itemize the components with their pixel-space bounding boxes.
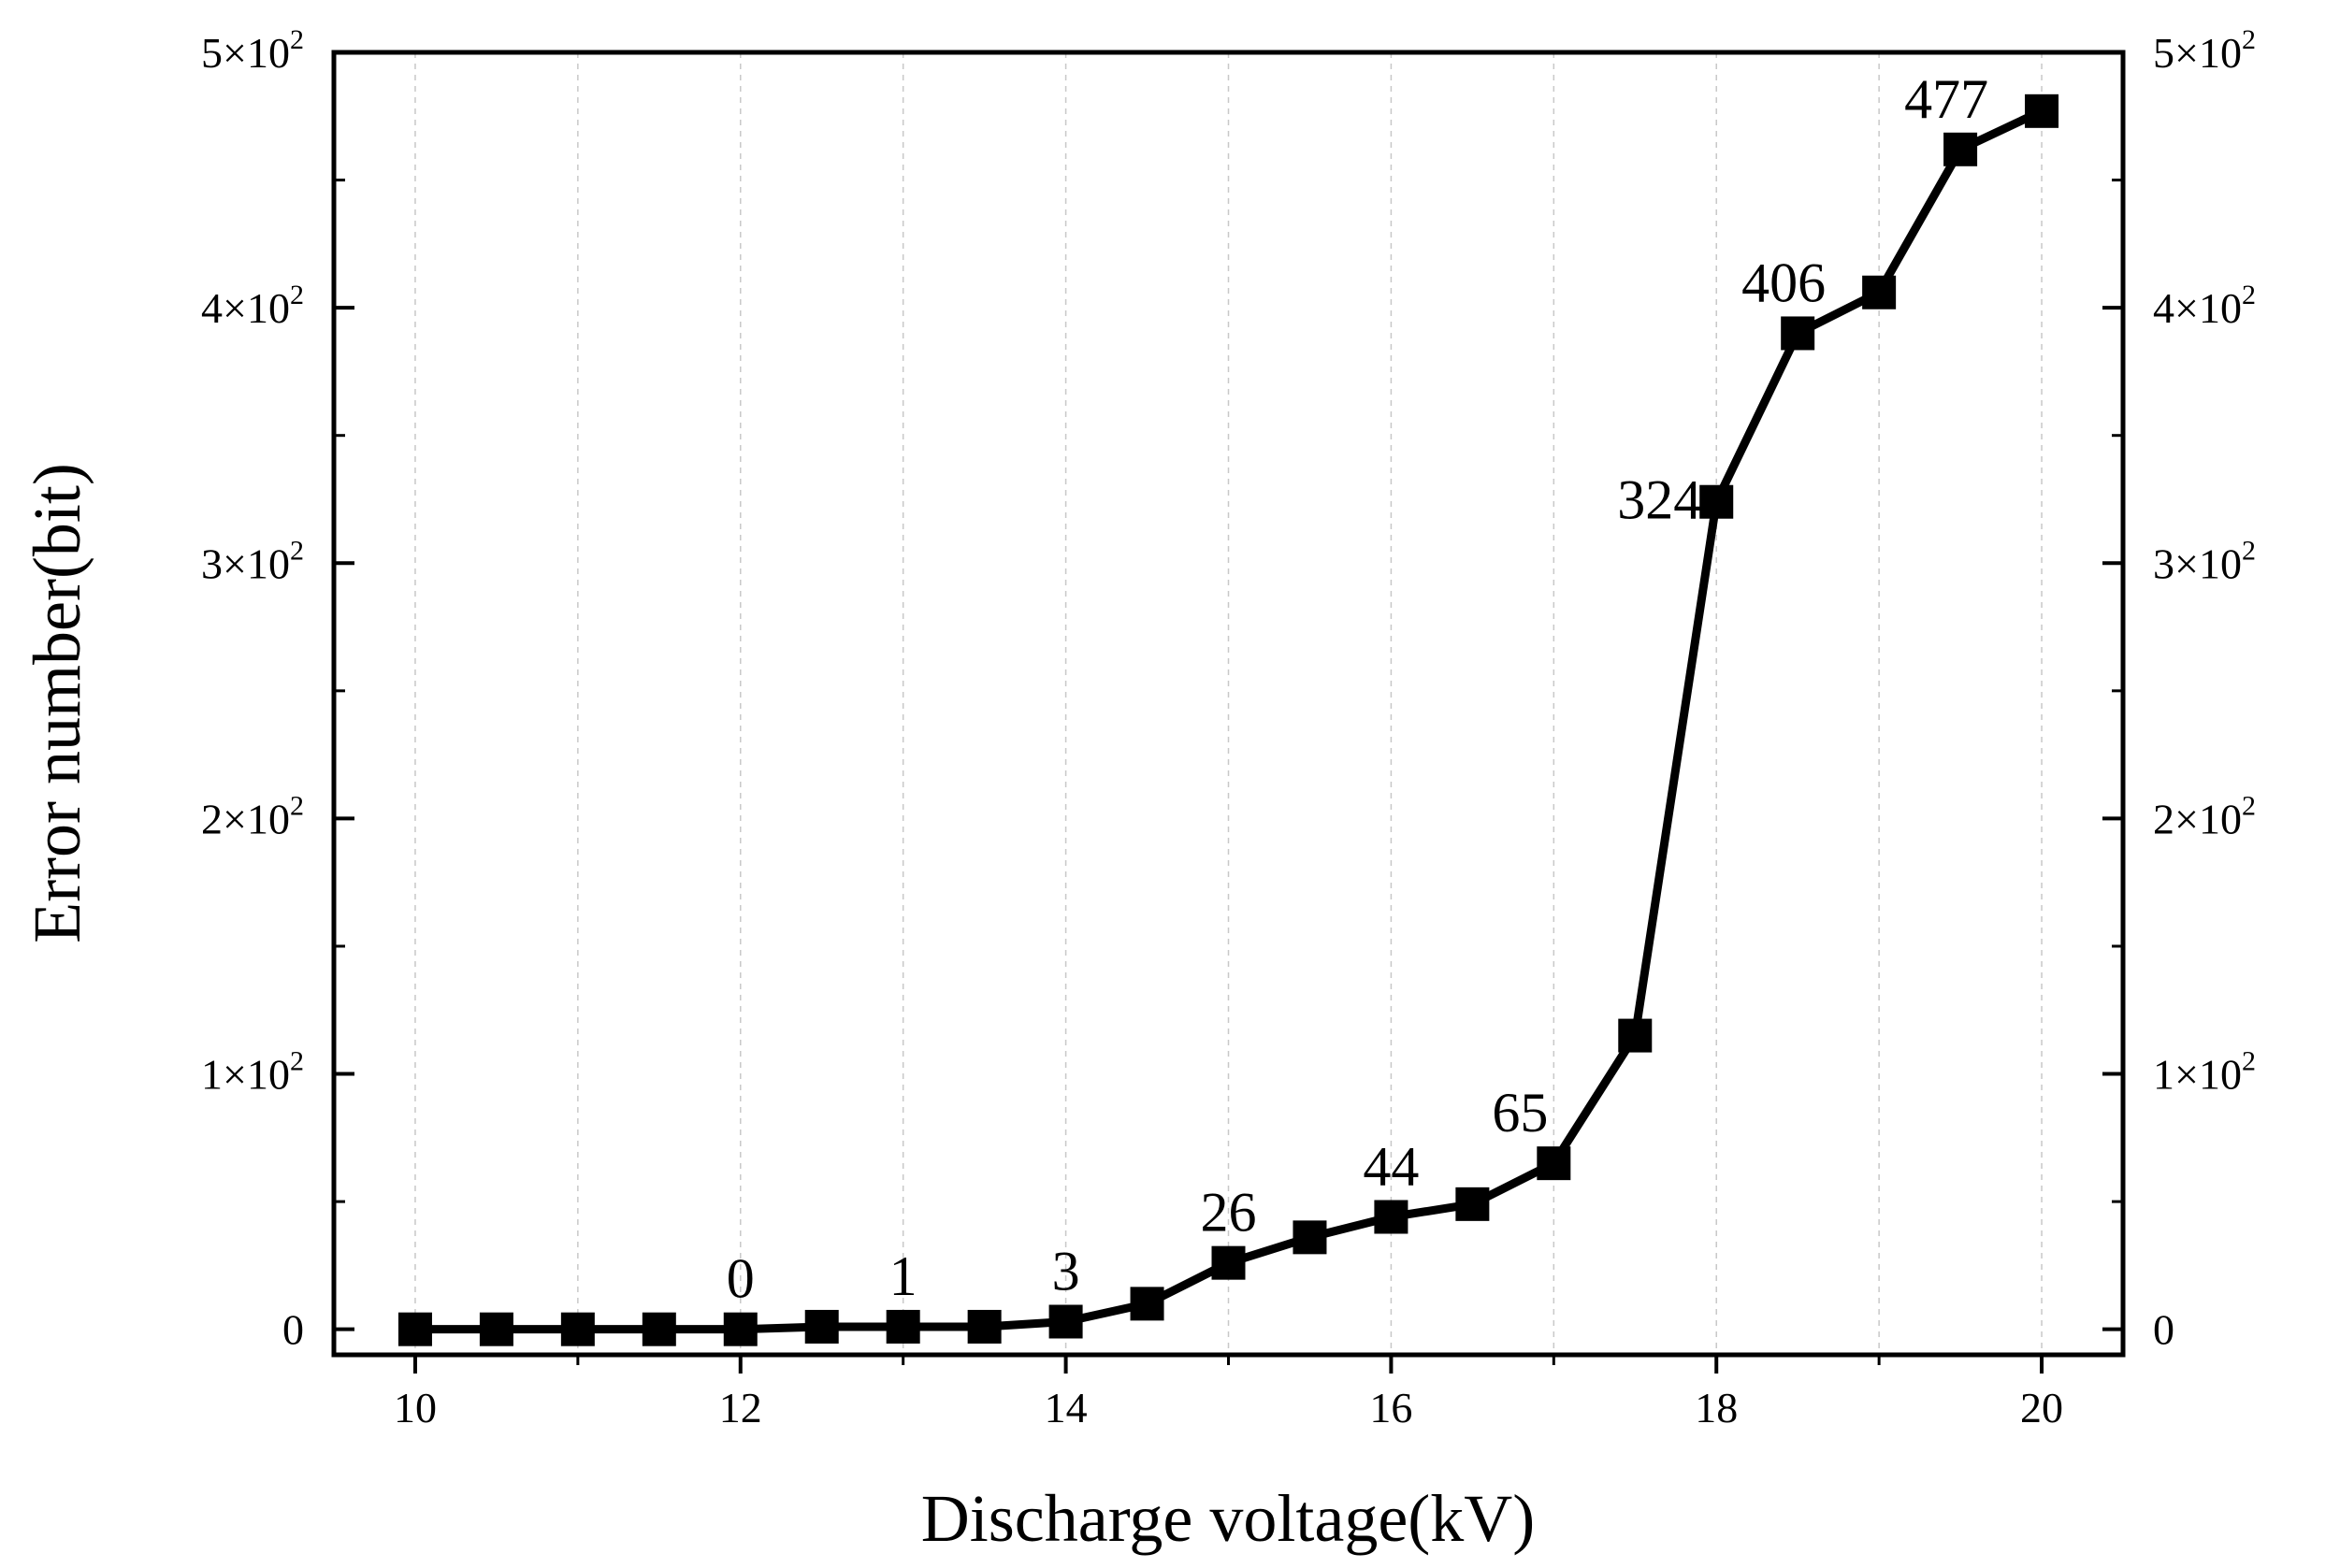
x-tick-label: 18 [1695,1384,1738,1431]
data-point-marker [1374,1200,1408,1234]
data-point-marker [1293,1220,1327,1255]
data-point-marker [1781,316,1815,351]
y-right-tick-label: 2×102 [2153,790,2256,842]
data-point-marker [1943,132,1978,166]
x-tick-label: 16 [1369,1384,1412,1431]
marker-layer [397,94,2059,1346]
data-point-marker [560,1312,595,1346]
y-left-tick-label: 1×102 [201,1046,304,1099]
data-point-marker [1618,1018,1653,1053]
data-point-marker [2025,94,2059,128]
y-left-tick-label: 2×102 [201,790,304,842]
data-label: 3 [1052,1240,1080,1302]
data-point-marker [1862,275,1897,309]
x-tick-label: 20 [2020,1384,2063,1431]
data-label: 406 [1741,252,1826,313]
data-point-marker [642,1312,676,1346]
data-point-marker [886,1309,920,1344]
x-axis-title: Discharge voltage(kV) [921,1481,1535,1556]
data-label: 26 [1201,1182,1257,1244]
data-label: 324 [1617,469,1701,531]
data-label: 44 [1363,1136,1419,1198]
x-tick-label: 12 [719,1384,762,1431]
data-point-marker [1455,1187,1490,1221]
grid-layer [414,52,2043,1355]
y-right-tick-label: 3×102 [2153,535,2256,587]
y-axis-title: Error number(bit) [20,463,94,943]
data-point-marker [1211,1245,1246,1280]
y-left-tick-label: 3×102 [201,535,304,587]
data-point-marker [967,1309,1002,1344]
y-left-tick-label: 5×102 [201,24,304,77]
data-point-marker [397,1312,432,1346]
x-tick-label: 10 [394,1384,437,1431]
data-point-marker [1130,1287,1164,1321]
y-left-tick-label: 0 [282,1306,304,1354]
y-right-tick-label: 5×102 [2153,24,2256,77]
data-point-marker [804,1309,839,1344]
y-right-tick-label: 1×102 [2153,1046,2256,1099]
data-point-marker [723,1312,758,1346]
data-point-marker [479,1312,513,1346]
data-label: 477 [1904,68,1988,130]
y-right-tick-label: 0 [2153,1306,2174,1354]
data-label: 0 [727,1248,755,1310]
y-right-tick-label: 4×102 [2153,280,2256,332]
x-tick-label: 14 [1045,1384,1088,1431]
data-point-marker [1699,484,1734,519]
data-point-marker [1537,1146,1571,1181]
data-point-marker [1048,1304,1083,1339]
data-label: 65 [1492,1082,1548,1144]
y-left-tick-label: 4×102 [201,280,304,332]
data-label: 1 [889,1245,917,1307]
